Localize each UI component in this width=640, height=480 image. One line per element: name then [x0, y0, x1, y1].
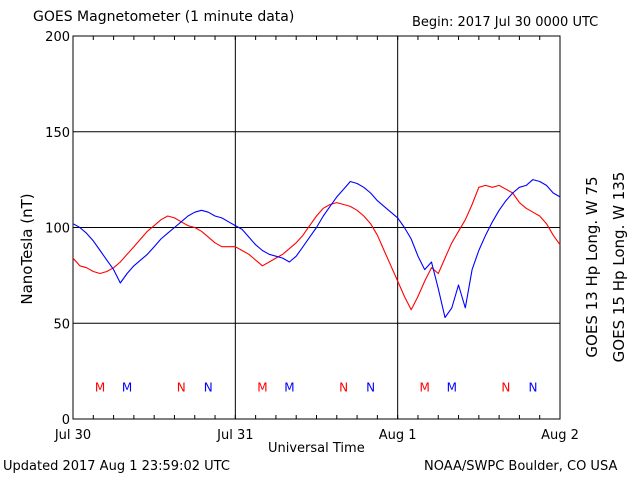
midnight-marker: M [257, 380, 267, 394]
x-tick-label: Jul 31 [216, 428, 253, 443]
updated-timestamp: Updated 2017 Aug 1 23:59:02 UTC [3, 459, 230, 474]
y-tick-label: 0 [62, 413, 70, 428]
noon-marker: N [339, 380, 348, 394]
midnight-marker: M [447, 380, 457, 394]
chart-title: GOES Magnetometer (1 minute data) [33, 9, 295, 25]
noon-marker: N [366, 380, 375, 394]
y-tick-label: 150 [45, 126, 70, 141]
credit-text: NOAA/SWPC Boulder, CO USA [424, 459, 618, 474]
midnight-marker: M [420, 380, 430, 394]
x-tick-label: Aug 1 [379, 428, 417, 443]
series-line-goes15 [72, 179, 561, 319]
noon-marker: N [204, 380, 213, 394]
x-axis-label: Universal Time [268, 441, 365, 456]
x-tick-label: Aug 2 [541, 428, 579, 443]
noon-marker: N [177, 380, 186, 394]
midnight-marker: M [284, 380, 294, 394]
y-tick-label: 50 [53, 317, 70, 332]
series-line-goes13 [72, 184, 561, 311]
y-tick-label: 200 [45, 30, 70, 45]
noon-marker: N [501, 380, 510, 394]
y-axis-label: NanoTesla (nT) [18, 193, 36, 305]
noon-marker: N [528, 380, 537, 394]
y-tick-label: 100 [45, 222, 70, 237]
midnight-marker: M [122, 380, 132, 394]
midnight-marker: M [95, 380, 105, 394]
legend-goes15: GOES 15 Hp Long. W 135 [610, 171, 628, 363]
begin-time: Begin: 2017 Jul 30 0000 UTC [412, 15, 599, 30]
x-tick-label: Jul 30 [54, 428, 91, 443]
legend-goes13: GOES 13 Hp Long. W 75 [583, 176, 601, 358]
